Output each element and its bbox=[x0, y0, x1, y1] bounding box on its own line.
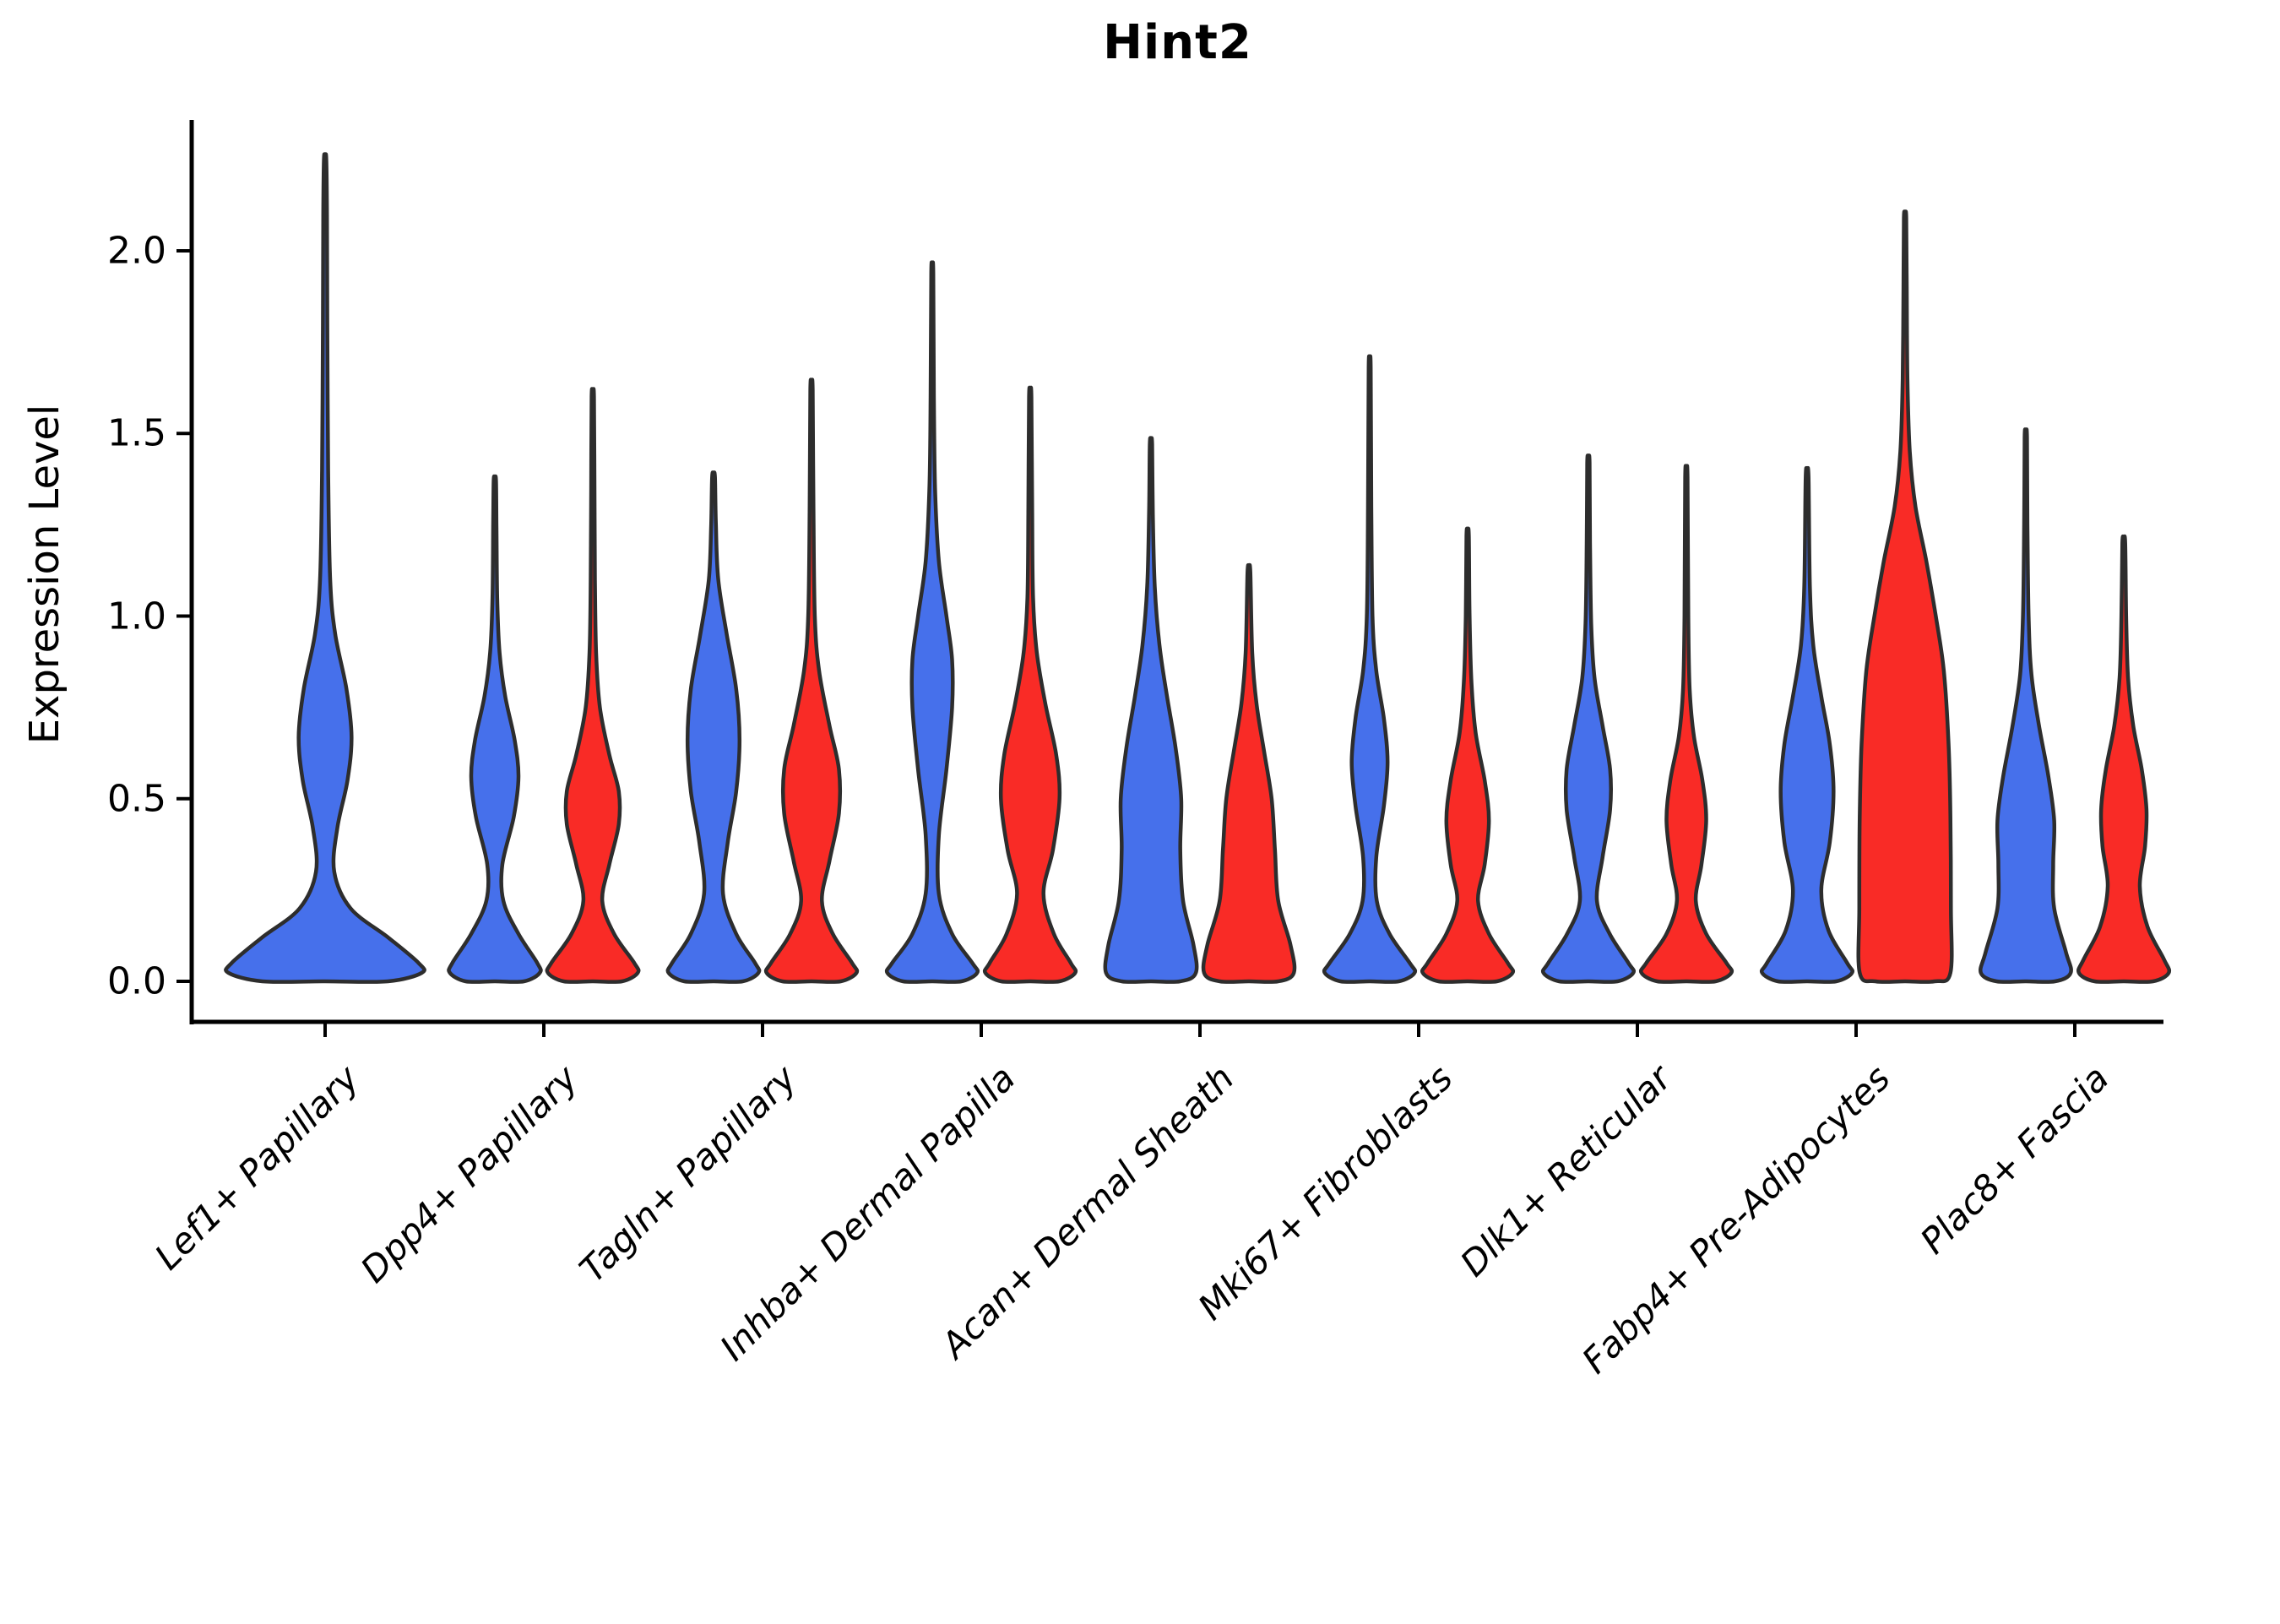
violin-blue-inhba bbox=[884, 260, 980, 984]
chart-title: Hint2 bbox=[1103, 15, 1252, 70]
violin-red-tagln bbox=[763, 377, 860, 984]
violin-blue-acan bbox=[1103, 436, 1199, 984]
violin-figure: Hint2 Expression Level 0.0 0.5 1.0 1.5 2.0 Le… bbox=[21, 15, 2172, 1382]
plot-canvas bbox=[176, 120, 2172, 1037]
violin-blue-mki67 bbox=[1322, 354, 1418, 984]
violins-layer bbox=[224, 152, 2172, 985]
axes-layer bbox=[176, 120, 2163, 1037]
violin-red-acan bbox=[1201, 562, 1297, 984]
violin-red-dlk1 bbox=[1638, 464, 1734, 984]
y-tick-label: 1.0 bbox=[107, 595, 166, 638]
violin-blue-fabp4 bbox=[1759, 465, 1855, 984]
violin-red-inhba bbox=[982, 385, 1078, 984]
violin-red-plac8 bbox=[2076, 534, 2172, 984]
y-tick-label: 1.5 bbox=[107, 411, 166, 455]
violin-blue-tagln bbox=[665, 470, 762, 984]
y-tick-label: 0.0 bbox=[107, 959, 166, 1003]
violin-blue-lef1 bbox=[224, 152, 426, 985]
violin-red-dpp4 bbox=[545, 387, 641, 984]
y-tick-label: 2.0 bbox=[107, 229, 166, 273]
violin-blue-dlk1 bbox=[1540, 454, 1637, 984]
y-tick-label: 0.5 bbox=[107, 777, 166, 821]
violin-red-fabp4 bbox=[1856, 209, 1954, 984]
violin-blue-dpp4 bbox=[447, 474, 543, 984]
violin-red-mki67 bbox=[1420, 526, 1516, 984]
violin-blue-plac8 bbox=[1979, 427, 2073, 984]
